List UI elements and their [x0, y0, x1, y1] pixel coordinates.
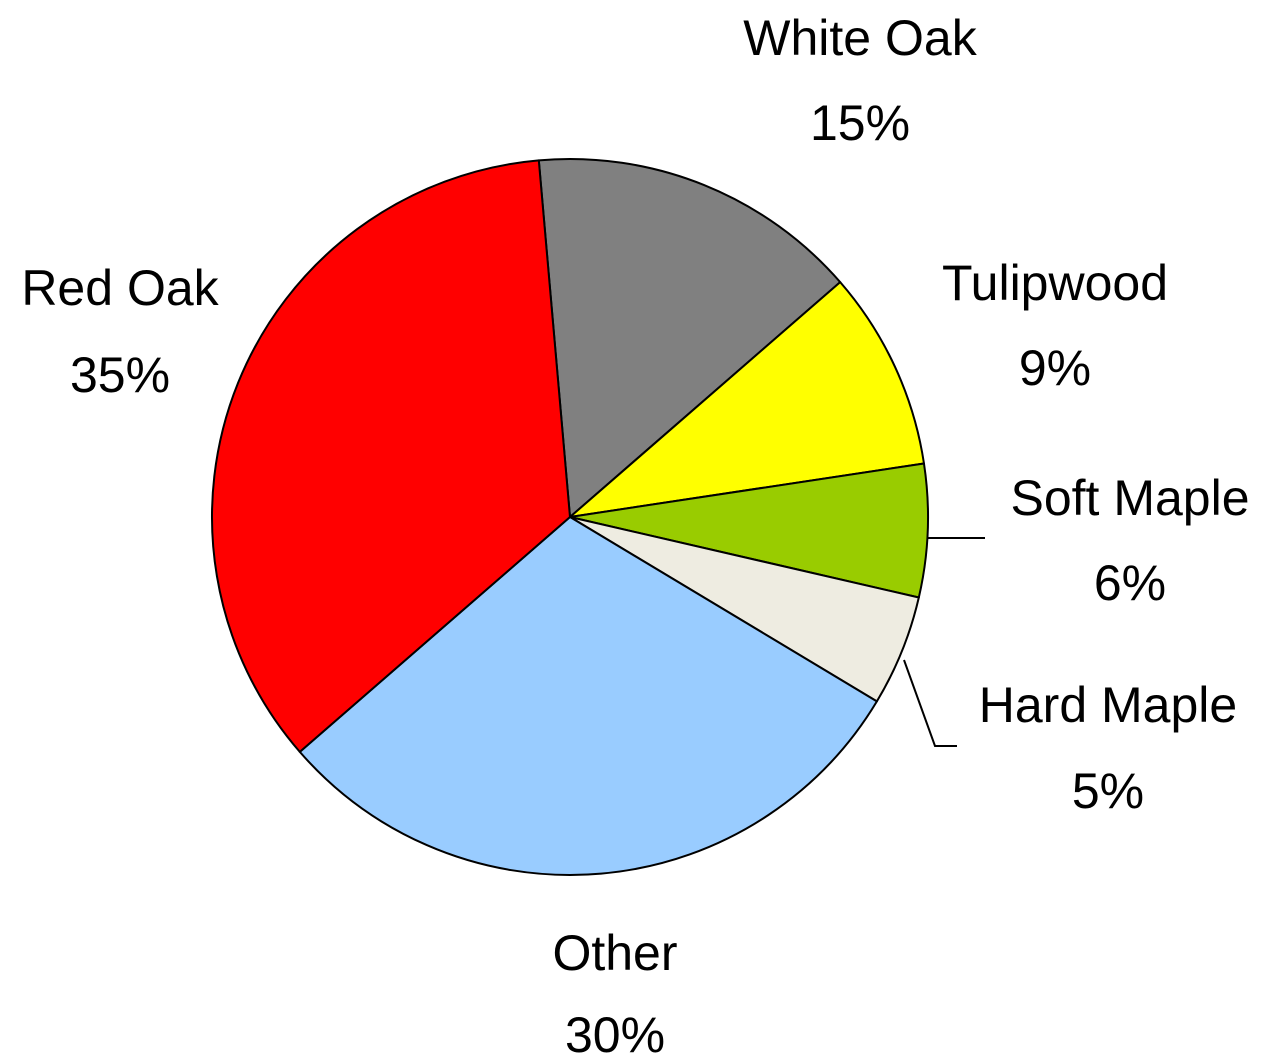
- value-soft-maple: 6%: [1094, 555, 1166, 611]
- label-white-oak: White Oak: [743, 10, 977, 66]
- pie-slice-white-oak: [537, 157, 842, 518]
- pie-slice-other: [298, 516, 878, 876]
- leader-lines: [903, 537, 985, 747]
- label-red-oak: Red Oak: [21, 260, 219, 316]
- leader-line-hard-maple: [903, 659, 957, 747]
- label-soft-maple: Soft Maple: [1010, 470, 1249, 526]
- pie-slice-tulipwood: [569, 281, 925, 518]
- value-red-oak: 35%: [70, 347, 170, 403]
- value-tulipwood: 9%: [1019, 340, 1091, 396]
- pie-slice-soft-maple: [569, 462, 929, 599]
- pie-slice-red-oak: [211, 159, 571, 753]
- value-hard-maple: 5%: [1072, 763, 1144, 819]
- label-hard-maple: Hard Maple: [979, 677, 1237, 733]
- pie-slices: [211, 157, 929, 876]
- value-white-oak: 15%: [810, 95, 910, 151]
- label-tulipwood: Tulipwood: [942, 255, 1168, 311]
- value-other: 30%: [565, 1007, 665, 1060]
- slice-labels: White Oak 15% Tulipwood 9% Soft Maple 6%…: [21, 10, 1249, 1060]
- label-other: Other: [552, 925, 677, 981]
